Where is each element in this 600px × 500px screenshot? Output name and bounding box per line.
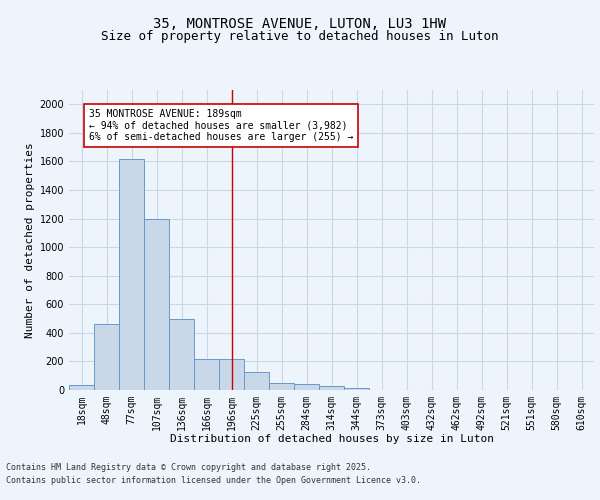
Bar (319, 386, 344, 390)
Bar (344, 388, 369, 390)
X-axis label: Distribution of detached houses by size in Luton: Distribution of detached houses by size … (170, 434, 493, 444)
Bar (144, 218, 169, 390)
Text: Size of property relative to detached houses in Luton: Size of property relative to detached ho… (101, 30, 499, 43)
Text: Contains HM Land Registry data © Crown copyright and database right 2025.: Contains HM Land Registry data © Crown c… (6, 464, 371, 472)
Bar (294, 384, 319, 390)
Bar (269, 383, 294, 390)
Y-axis label: Number of detached properties: Number of detached properties (25, 142, 35, 338)
Bar (219, 358, 244, 390)
Bar (169, 318, 194, 390)
Text: Contains public sector information licensed under the Open Government Licence v3: Contains public sector information licen… (6, 476, 421, 485)
Text: 35 MONTROSE AVENUE: 189sqm
← 94% of detached houses are smaller (3,982)
6% of se: 35 MONTROSE AVENUE: 189sqm ← 94% of deta… (89, 108, 353, 142)
Text: 35, MONTROSE AVENUE, LUTON, LU3 1HW: 35, MONTROSE AVENUE, LUTON, LU3 1HW (154, 18, 446, 32)
Bar (94, 324, 119, 390)
Bar (194, 358, 219, 390)
Bar (119, 158, 144, 390)
Bar (69, 385, 94, 390)
Bar (244, 372, 269, 390)
